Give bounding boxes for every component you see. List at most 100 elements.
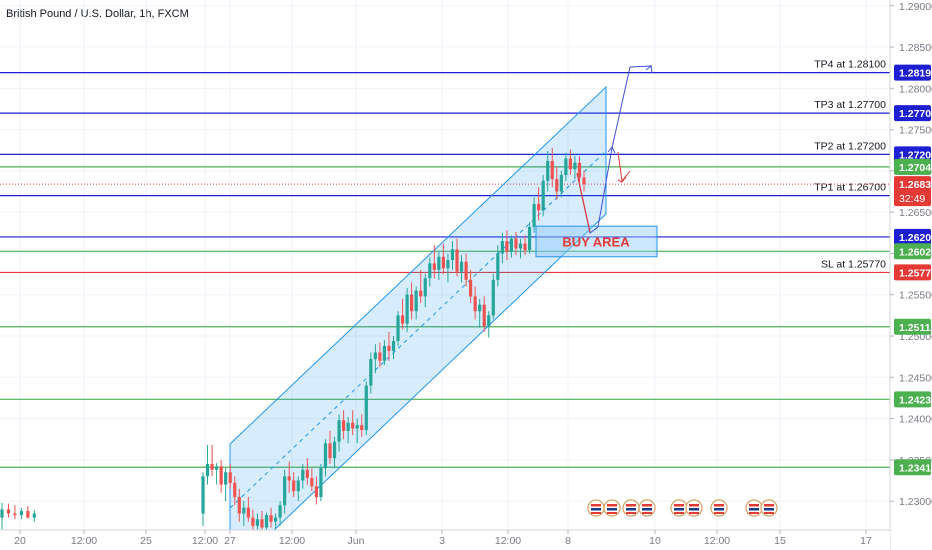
time-axis: 20 12:00 25 12:00 27 12:00 Jun 3 12:00 8 10 12:00 15… [0, 529, 890, 550]
projection-arrowhead [645, 65, 653, 74]
candle-body [364, 385, 368, 431]
candle-body [382, 345, 387, 361]
candle-body [537, 203, 541, 211]
candle-body [13, 513, 17, 516]
candle-body [346, 422, 350, 431]
candle-body [323, 443, 328, 469]
candle-body [310, 477, 314, 487]
price-tag-label: 1.24233 [899, 394, 932, 406]
regression-channel-layer [229, 85, 607, 550]
time-tick-label: 25 [140, 535, 152, 547]
candle-body [269, 515, 273, 522]
candle-body [419, 290, 423, 297]
price-tag [894, 105, 931, 122]
candle-body [505, 241, 509, 252]
candle-body [478, 304, 482, 312]
candle-body [541, 180, 545, 211]
time-tick-label: 17 [860, 535, 872, 547]
candle-body [278, 505, 282, 518]
candle-body [237, 496, 241, 514]
price-tick-label: 1.26500 [899, 207, 932, 219]
time-tick-label: 12:00 [71, 535, 97, 547]
time-tick-label: 15 [774, 535, 786, 547]
candle-body [337, 420, 341, 442]
time-tick-label: 12:00 [279, 535, 305, 547]
channel-band [229, 85, 607, 550]
current-price-tag [894, 176, 931, 207]
event-flag-icon [670, 499, 688, 517]
candle-body [450, 249, 455, 261]
price-tag [894, 158, 931, 175]
candle-body [568, 158, 572, 170]
buy-area-label: BUY AREA [562, 234, 630, 249]
candle-body [6, 509, 11, 514]
candle-body [360, 425, 364, 431]
candle-body [400, 315, 405, 324]
time-tick-label: 12:00 [704, 535, 730, 547]
candle-body [473, 296, 477, 312]
time-tick-label: 10 [649, 535, 661, 547]
candle-body [491, 279, 495, 316]
candle-body [523, 243, 527, 251]
channel-midline [229, 150, 607, 509]
candle-body [577, 162, 582, 178]
candle-body [210, 463, 214, 470]
projection-arrowhead [617, 176, 627, 183]
price-tag-label: 1.23410 [899, 462, 932, 474]
candle-body [287, 476, 291, 481]
event-flag-icon [638, 499, 656, 517]
candle-body [260, 519, 264, 528]
candle-body [301, 469, 305, 481]
candle-body [233, 482, 237, 497]
candle-body [228, 472, 232, 483]
candle-body [546, 160, 550, 181]
bearish-projection-path [617, 151, 631, 183]
candle-body [205, 463, 210, 477]
candle-body [251, 517, 255, 526]
level-label: SL at 1.25770 [821, 258, 886, 270]
projection-arrowhead [607, 146, 616, 154]
candle-body [527, 227, 532, 251]
candle-body [201, 476, 205, 514]
buy-area-layer: BUY AREA [535, 225, 658, 258]
candle-body [19, 511, 23, 516]
candle-body [296, 480, 300, 492]
price-tag [894, 64, 931, 81]
grid-layer [0, 0, 890, 530]
candle-body [391, 340, 396, 351]
price-tick-label: 1.28500 [899, 42, 932, 54]
price-tick-label: 1.28000 [899, 83, 932, 95]
level-label: TP2 at 1.27200 [814, 140, 886, 152]
price-tag-label: 1.27700 [899, 108, 932, 120]
candle-body [469, 279, 473, 297]
event-flag-icon [745, 499, 763, 517]
time-tick-label: 27 [224, 535, 236, 547]
level-label: TP1 at 1.26700 [814, 182, 886, 194]
candle-body [532, 203, 536, 228]
candle-body [432, 263, 436, 270]
candle-body [246, 507, 250, 518]
time-axis-bg [0, 530, 890, 550]
candle-body [446, 260, 450, 269]
time-tick-label: Jun [348, 535, 365, 547]
candle-body [410, 294, 414, 312]
economic-events-layer [587, 499, 778, 517]
candle-body [351, 422, 355, 429]
candle-body [283, 476, 287, 506]
price-tag [894, 318, 931, 335]
price-tag [894, 243, 931, 260]
candle-body [455, 249, 459, 272]
bearish-projection-path [576, 172, 591, 233]
level-label: TP4 at 1.28100 [814, 59, 886, 71]
price-tick-label: 1.25500 [899, 290, 932, 302]
candle-body [514, 238, 518, 249]
event-flag-icon [710, 499, 728, 517]
candle-body [378, 352, 382, 361]
candle-body [487, 315, 491, 327]
candle-body [509, 238, 514, 252]
candle-body [459, 261, 464, 272]
candle-body [500, 241, 504, 254]
event-flag-icon [622, 499, 640, 517]
price-tag [894, 391, 931, 408]
